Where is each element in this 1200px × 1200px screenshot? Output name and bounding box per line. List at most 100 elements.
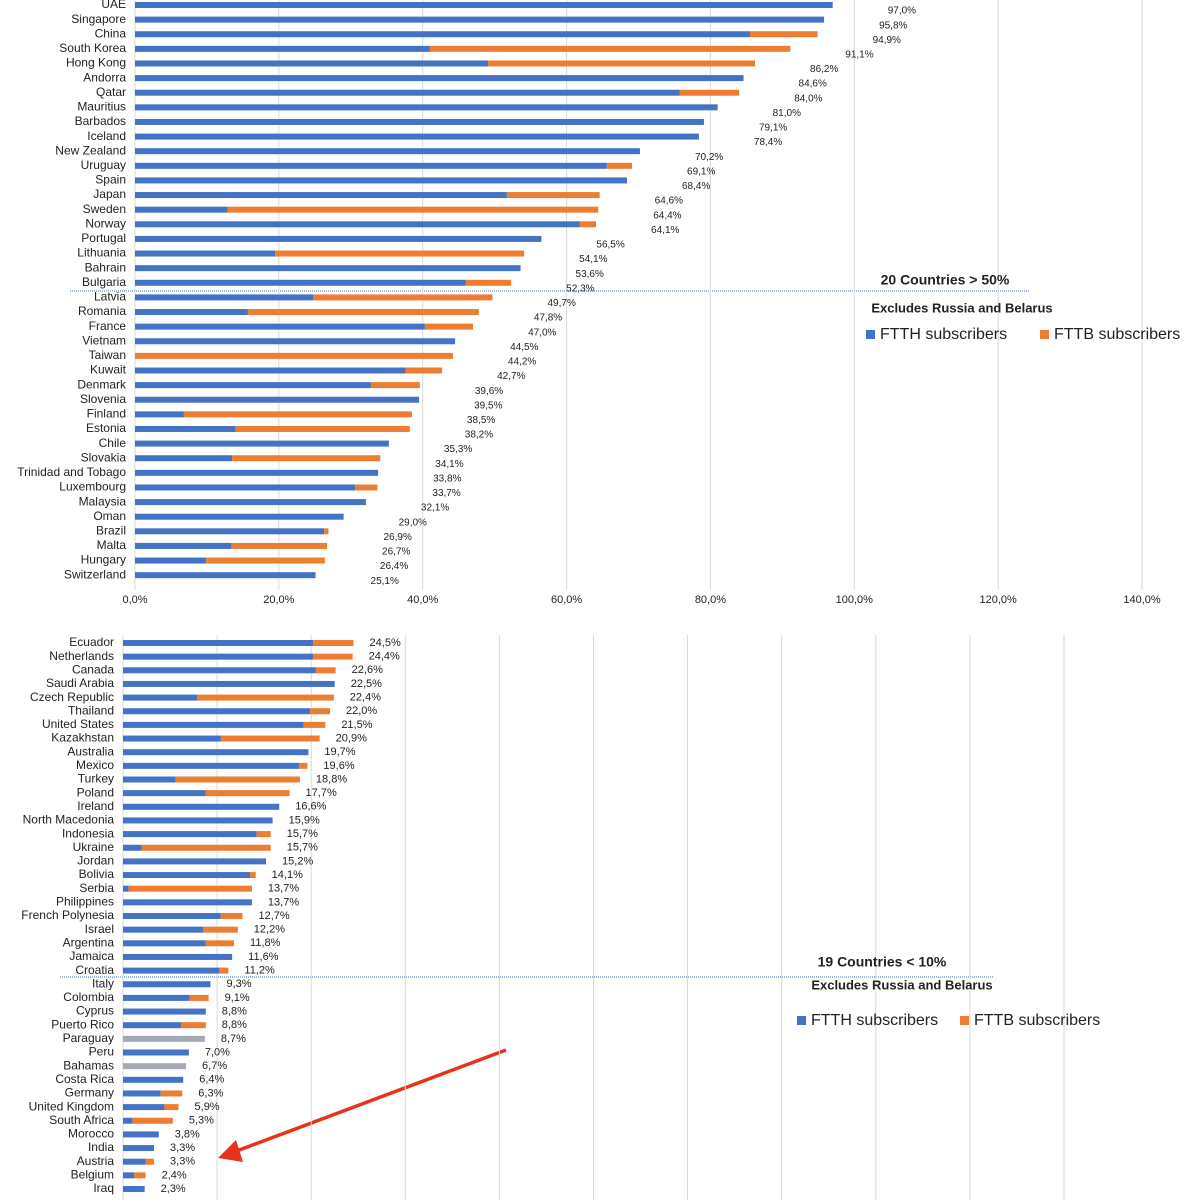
value-label: 68,4% xyxy=(682,181,710,192)
value-label: 53,6% xyxy=(576,269,604,280)
bar-segment xyxy=(123,981,211,988)
category-label: Israel xyxy=(85,922,114,936)
value-label: 6,4% xyxy=(199,1074,224,1086)
bar-segment xyxy=(135,265,521,272)
annotation: Excludes Russia and Belarus xyxy=(811,977,992,992)
value-label: 44,2% xyxy=(508,357,536,368)
bar-segment xyxy=(135,235,542,242)
x-tick-label: 80,0% xyxy=(695,594,726,606)
bar-segment xyxy=(506,192,600,199)
category-label: Bolivia xyxy=(79,867,115,881)
value-label: 29,0% xyxy=(399,517,427,528)
category-label: United Kingdom xyxy=(29,1099,114,1113)
bar-segment xyxy=(135,60,489,67)
bar-segment xyxy=(123,1158,146,1165)
value-label: 32,1% xyxy=(421,503,449,514)
value-label: 7,0% xyxy=(205,1046,230,1058)
bar-segment xyxy=(123,967,219,974)
bar-segment xyxy=(135,411,184,418)
category-label: Italy xyxy=(92,976,114,990)
legend-marker xyxy=(960,1016,969,1025)
bar-segment xyxy=(135,148,640,155)
value-label: 18,8% xyxy=(316,773,347,785)
bar-segment xyxy=(197,694,334,701)
category-label: Ireland xyxy=(77,799,114,813)
bar-segment xyxy=(205,940,235,947)
category-label: Hong Kong xyxy=(66,56,126,70)
bar-segment xyxy=(141,844,271,851)
bar-segment xyxy=(135,162,607,169)
category-label: Malaysia xyxy=(79,494,127,508)
category-label: Mexico xyxy=(76,758,114,772)
category-label: Bahrain xyxy=(85,260,126,274)
value-label: 19,7% xyxy=(324,746,355,758)
category-label: Jamaica xyxy=(69,949,114,963)
legend-marker xyxy=(866,330,875,339)
value-label: 6,3% xyxy=(198,1087,223,1099)
value-label: 64,6% xyxy=(655,196,683,207)
bar-segment xyxy=(123,913,221,919)
value-label: 95,8% xyxy=(879,20,907,31)
annotation: Excludes Russia and Belarus xyxy=(871,300,1052,315)
x-tick-label: 120,0% xyxy=(979,594,1017,606)
bar-segment xyxy=(123,735,221,742)
category-label: North Macedonia xyxy=(23,813,115,827)
category-label: Paraguay xyxy=(63,1031,114,1045)
value-label: 9,3% xyxy=(227,978,252,990)
legend-label: FTTB subscribers xyxy=(1054,326,1180,343)
x-tick-label: 60,0% xyxy=(551,594,582,606)
category-label: Qatar xyxy=(96,85,126,99)
value-label: 47,8% xyxy=(534,313,562,324)
bar-segment xyxy=(123,1117,133,1124)
bar-segment xyxy=(135,352,453,359)
value-label: 11,8% xyxy=(250,937,281,949)
bar-segment xyxy=(370,382,420,389)
bar-segment xyxy=(123,640,314,646)
bar-segment xyxy=(235,425,410,432)
bar-segment xyxy=(135,469,379,476)
bar-segment xyxy=(135,2,833,8)
category-label: Morocco xyxy=(68,1127,114,1141)
category-label: Poland xyxy=(77,785,114,799)
category-label: Estonia xyxy=(86,421,126,435)
category-label: South Africa xyxy=(49,1113,114,1127)
value-label: 13,7% xyxy=(268,883,299,895)
bar-segment xyxy=(135,294,314,301)
category-label: Norway xyxy=(85,216,126,230)
bar-segment xyxy=(298,762,308,769)
value-label: 9,1% xyxy=(225,992,250,1004)
bar-segment xyxy=(135,31,750,38)
category-label: Peru xyxy=(89,1045,114,1059)
bar-segment xyxy=(123,1131,159,1138)
value-label: 12,2% xyxy=(254,924,285,936)
bar-segment xyxy=(123,940,206,947)
category-label: Taiwan xyxy=(89,348,126,362)
value-label: 15,9% xyxy=(289,814,320,826)
value-label: 17,7% xyxy=(306,787,337,799)
category-label: South Korea xyxy=(59,41,126,55)
bar-segment xyxy=(135,177,627,184)
bar-segment xyxy=(123,1172,135,1179)
bar-segment xyxy=(189,994,209,1001)
category-label: Sweden xyxy=(83,202,126,216)
value-label: 22,6% xyxy=(352,664,383,676)
bar-segment xyxy=(303,721,326,728)
category-label: Finland xyxy=(87,407,126,421)
category-label: Uruguay xyxy=(81,158,126,172)
category-label: Puerto Rico xyxy=(51,1017,114,1031)
annotation: 19 Countries < 10% xyxy=(818,954,947,970)
bar-segment xyxy=(135,513,344,520)
value-label: 52,3% xyxy=(566,283,594,294)
bar-segment xyxy=(123,790,206,797)
bar-segment xyxy=(135,440,389,447)
category-label: Barbados xyxy=(75,114,126,128)
bar-segment xyxy=(164,1104,179,1111)
bar-segment xyxy=(579,221,597,228)
category-label: Ecuador xyxy=(69,635,114,649)
category-label: French Polynesia xyxy=(21,908,114,922)
bar-segment xyxy=(123,844,142,851)
bar-segment xyxy=(135,309,248,316)
bar-segment xyxy=(135,206,228,213)
value-label: 94,9% xyxy=(873,35,901,46)
category-label: Portugal xyxy=(81,231,126,245)
